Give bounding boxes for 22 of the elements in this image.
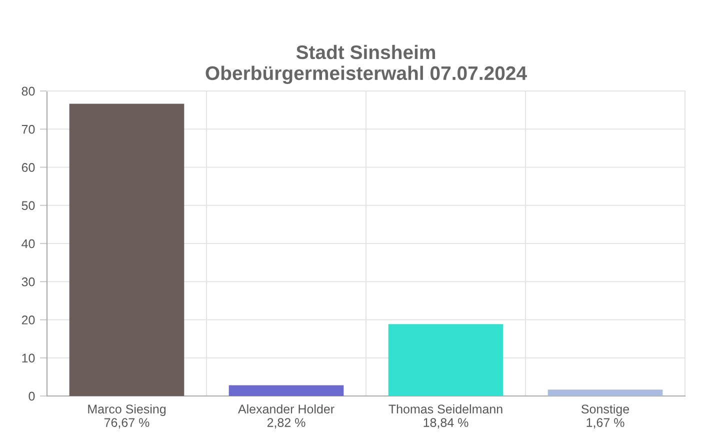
- y-tick-label: 10: [22, 354, 35, 363]
- bar: [548, 390, 663, 396]
- y-tick-label: 30: [22, 277, 35, 286]
- data-label: 76,67 %: [104, 418, 150, 428]
- data-label: 2,82 %: [267, 418, 306, 428]
- x-tick-label: Alexander Holder: [238, 404, 334, 414]
- bar: [388, 324, 504, 396]
- y-tick-label: 40: [22, 239, 35, 248]
- data-label: 1,67 %: [586, 418, 624, 428]
- y-tick-label: 80: [22, 86, 35, 96]
- data-label: 18,84 %: [424, 418, 468, 428]
- y-tick-label: 20: [22, 316, 35, 324]
- x-tick-label: Thomas Seidelmann: [388, 404, 502, 414]
- x-tick-label: Sonstige: [581, 404, 630, 416]
- x-tick-label: Marco Siesing: [88, 404, 166, 416]
- bar: [69, 104, 184, 396]
- y-tick-label: 0: [28, 392, 35, 401]
- chart-title: Stadt Sinsheim Oberbürgermeisterwahl 07.07.2024: [206, 44, 527, 84]
- y-tick-label: 70: [22, 124, 35, 134]
- y-tick-label: 50: [22, 201, 35, 210]
- y-tick-label: 60: [22, 163, 35, 172]
- bar: [228, 385, 344, 396]
